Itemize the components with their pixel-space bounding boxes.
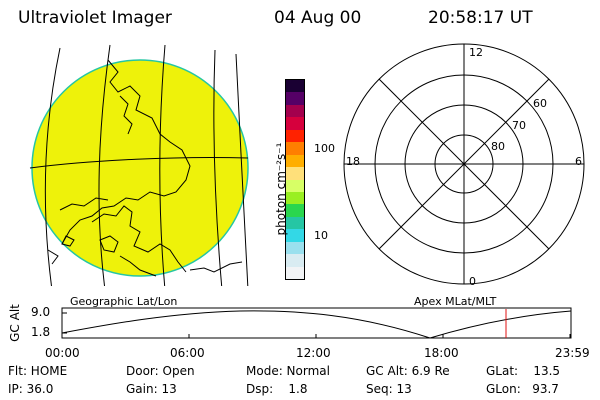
polar-ring-outer — [343, 43, 585, 285]
time-tick-06: 06:00 — [170, 346, 205, 360]
colorbar-segment — [286, 229, 304, 242]
image-time: 20:58:17 UT — [428, 8, 533, 28]
colorbar-segment — [286, 92, 304, 105]
colorbar-segment — [286, 266, 304, 279]
time-tick-2359: 23:59 — [555, 346, 590, 360]
image-date: 04 Aug 00 — [274, 8, 362, 28]
colorbar-segment — [286, 167, 304, 180]
lat-label-70: 70 — [512, 119, 526, 132]
mlt-label-bottom: 0 — [469, 275, 476, 288]
colorbar-segment — [286, 241, 304, 255]
altitude-ylabel: GC Alt — [8, 304, 22, 342]
polar-diagonal-2 — [378, 78, 550, 250]
colorbar-segment — [286, 191, 304, 205]
colorbar-segment — [286, 154, 304, 168]
altitude-ytick-9: 9.0 — [31, 305, 51, 319]
altitude-ticks — [61, 312, 571, 338]
instrument-title: Ultraviolet Imager — [18, 8, 172, 28]
colorbar-segment — [286, 254, 304, 267]
altitude-plot-frame — [61, 307, 572, 339]
status-gain: Gain: 13 — [126, 382, 177, 396]
status-flight: Flt: HOME — [8, 364, 68, 378]
polar-caption: Apex MLat/MLT — [414, 295, 497, 308]
status-geo-latitude: GLat: 13.5 — [486, 364, 561, 378]
mlt-label-right: 6 — [575, 155, 582, 168]
polar-ring-60 — [374, 74, 554, 254]
colorbar-segment — [286, 117, 304, 130]
uv-image-disc — [31, 59, 249, 277]
colorbar-segment — [286, 80, 304, 93]
polar-diagonal-1 — [378, 78, 550, 250]
colorbar — [285, 79, 305, 280]
colorbar-segment — [286, 179, 304, 192]
status-gc-altitude: GC Alt: 6.9 Re — [366, 364, 450, 378]
time-tick-00: 00:00 — [45, 346, 80, 360]
status-mode: Mode: Normal — [246, 364, 330, 378]
status-door: Door: Open — [126, 364, 195, 378]
colorbar-segment — [286, 204, 304, 217]
status-dsp: Dsp: 1.8 — [246, 382, 308, 396]
lat-label-80: 80 — [491, 140, 505, 153]
status-sequence: Seq: 13 — [366, 382, 412, 396]
colorbar-segment — [286, 142, 304, 155]
colorbar-segment — [286, 104, 304, 118]
colorbar-unit-label: photon cm⁻²s⁻¹ — [274, 142, 288, 236]
altitude-curve — [61, 310, 572, 339]
mlt-label-top: 12 — [469, 46, 483, 59]
coastlines — [47, 59, 243, 277]
polar-ring-70 — [404, 104, 524, 224]
status-ip: IP: 36.0 — [8, 382, 54, 396]
graticule — [29, 44, 249, 286]
time-tick-12: 12:00 — [296, 346, 331, 360]
altitude-ytick-1-8: 1.8 — [31, 325, 51, 339]
lat-label-60: 60 — [533, 97, 547, 110]
status-geo-longitude: GLon: 93.7 — [486, 382, 559, 396]
colorbar-segment — [286, 216, 304, 230]
colorbar-segment — [286, 129, 304, 143]
mlt-label-left: 18 — [346, 155, 360, 168]
polar-ring-80 — [434, 134, 494, 194]
map-caption: Geographic Lat/Lon — [70, 295, 178, 308]
colorbar-tick-100: 100 — [314, 142, 335, 155]
colorbar-tick-10: 10 — [314, 229, 328, 242]
time-tick-18: 18:00 — [424, 346, 459, 360]
